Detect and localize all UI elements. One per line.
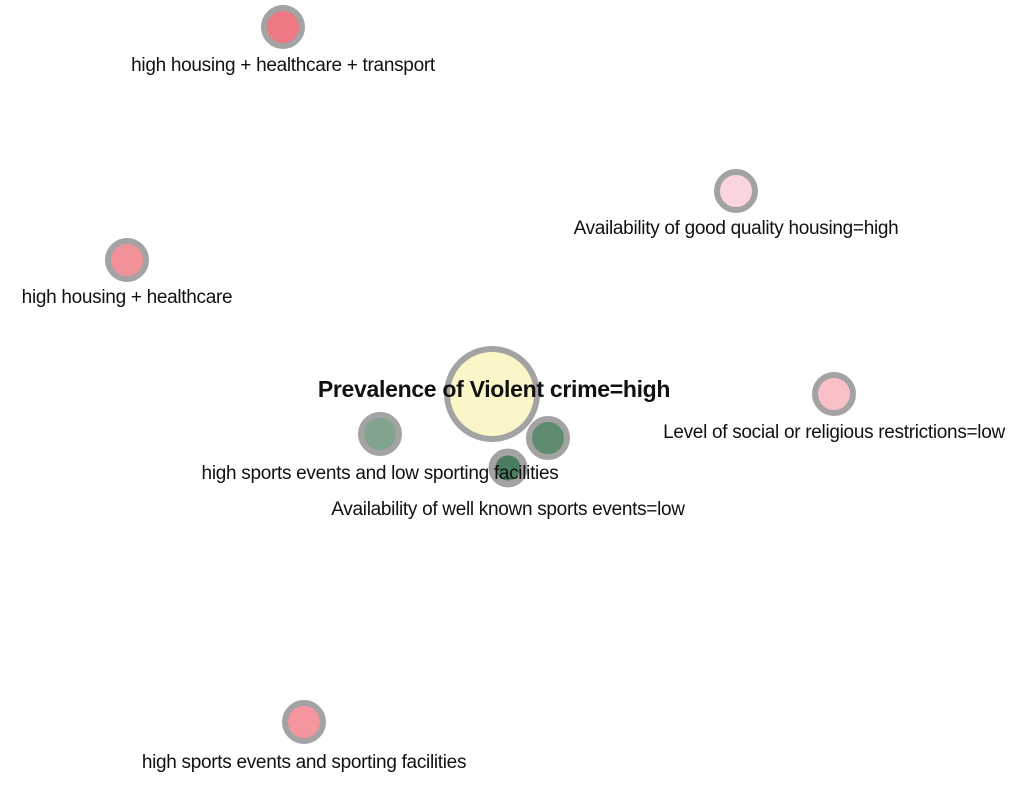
node-circle-social-religious-restrictions[interactable] <box>812 372 856 416</box>
node-circle-sports-events-with-facilities[interactable] <box>282 700 326 744</box>
node-label-sports-events-with-facilities: high sports events and sporting faciliti… <box>141 752 467 773</box>
node-circle-good-quality-housing[interactable] <box>714 169 758 213</box>
node-label-good-quality-housing: Availability of good quality housing=hig… <box>573 218 899 239</box>
node-label-social-religious-restrictions: Level of social or religious restriction… <box>663 422 1005 443</box>
node-circle-well-known-sports-events[interactable] <box>488 448 528 488</box>
node-label-well-known-sports-events: Availability of well known sports events… <box>331 499 685 520</box>
node-circle-housing-healthcare-transport[interactable] <box>261 5 305 49</box>
node-label-housing-healthcare: high housing + healthcare <box>21 287 233 308</box>
node-circle-violent-crime[interactable] <box>444 346 540 442</box>
node-circle-sports-events-secondary[interactable] <box>526 416 570 460</box>
node-circle-housing-healthcare[interactable] <box>105 238 149 282</box>
node-label-sports-events-low-facilities: high sports events and low sporting faci… <box>201 463 559 484</box>
node-label-housing-healthcare-transport: high housing + healthcare + transport <box>131 55 435 76</box>
node-label-violent-crime: Prevalence of Violent crime=high <box>317 376 671 402</box>
node-circle-sports-events-low-facilities[interactable] <box>358 412 402 456</box>
